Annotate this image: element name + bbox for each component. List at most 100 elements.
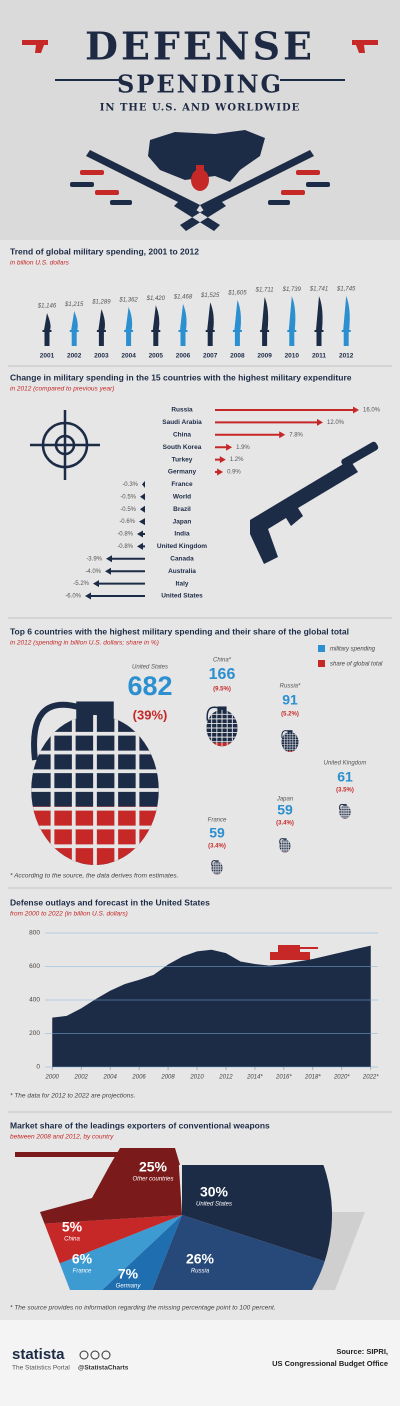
license-icons bbox=[79, 1350, 111, 1360]
grenade-segments bbox=[281, 731, 299, 753]
x-tick-label: 2010 bbox=[285, 353, 300, 360]
y-tick-label: 800 bbox=[29, 930, 40, 937]
slice-label: China bbox=[64, 1237, 80, 1243]
x-tick-label: 2016* bbox=[275, 1075, 292, 1081]
x-tick-label: 2004 bbox=[102, 1075, 117, 1081]
arrow-bar bbox=[215, 468, 224, 476]
knife bbox=[69, 311, 79, 346]
category-label: World bbox=[173, 494, 191, 501]
arrow-bar bbox=[105, 567, 145, 575]
pie-slice bbox=[40, 1215, 182, 1271]
pie-slice bbox=[72, 1215, 182, 1290]
note: * The source provides no information reg… bbox=[10, 1305, 276, 1312]
value-label: $1,745 bbox=[336, 287, 356, 293]
slice-label: United States bbox=[196, 1202, 232, 1208]
category-label: Italy bbox=[175, 580, 188, 587]
header-decoration bbox=[22, 40, 378, 231]
spending-label: 61 bbox=[337, 769, 353, 785]
value-label: $1,215 bbox=[64, 302, 84, 308]
category-label: Turkey bbox=[172, 456, 193, 463]
section-subtitle: in billion U.S. dollars bbox=[10, 260, 70, 267]
arrow-bar bbox=[106, 555, 145, 563]
legend-swatch bbox=[318, 660, 325, 667]
x-tick-label: 2008 bbox=[230, 353, 245, 360]
knife bbox=[205, 302, 215, 346]
grenade-cap bbox=[76, 701, 114, 718]
value-label: -5.2% bbox=[73, 581, 89, 587]
x-tick-label: 2012 bbox=[218, 1075, 233, 1081]
slice-label: Other countries bbox=[132, 1177, 173, 1183]
value-label: 25% bbox=[139, 1159, 168, 1175]
section-subtitle: in 2012 (spending in billion U.S. dollar… bbox=[10, 640, 159, 647]
value-label: 30% bbox=[200, 1184, 229, 1200]
knife bbox=[151, 305, 161, 346]
arrow-bar bbox=[215, 443, 233, 451]
country-label: Japan bbox=[276, 797, 294, 803]
slice-label: Germany bbox=[116, 1284, 142, 1290]
value-label: 7.8% bbox=[289, 432, 303, 438]
footer-source: US Congressional Budget Office bbox=[272, 1359, 388, 1368]
x-tick-label: 2014* bbox=[246, 1075, 263, 1081]
category-label: Russia bbox=[171, 407, 193, 414]
x-tick-label: 2006 bbox=[131, 1075, 146, 1081]
category-label: Saudi Arabia bbox=[162, 419, 202, 426]
category-label: Canada bbox=[170, 556, 194, 563]
knife bbox=[42, 313, 52, 346]
grenade-lever bbox=[31, 701, 81, 761]
spending-label: 59 bbox=[277, 802, 293, 818]
arrow-bar bbox=[139, 518, 145, 526]
value-label: -6.0% bbox=[65, 594, 81, 600]
y-tick-label: 200 bbox=[29, 1030, 40, 1037]
arrow-bar bbox=[93, 580, 145, 588]
arrow-bar bbox=[140, 505, 145, 513]
x-tick-label: 2018* bbox=[304, 1075, 321, 1081]
category-label: Japan bbox=[173, 518, 192, 525]
grenade-lever bbox=[206, 706, 219, 721]
country-label: United States bbox=[132, 665, 168, 671]
x-tick-label: 2007 bbox=[203, 353, 218, 360]
header-background bbox=[0, 0, 400, 240]
note: * The data for 2012 to 2022 are projecti… bbox=[10, 1093, 136, 1100]
category-label: Germany bbox=[168, 469, 197, 476]
section-title: Top 6 countries with the highest militar… bbox=[10, 626, 349, 636]
knife bbox=[341, 296, 351, 346]
x-tick-label: 2003 bbox=[94, 353, 109, 360]
arrow-bar bbox=[137, 530, 145, 538]
x-tick-label: 2002 bbox=[67, 353, 82, 360]
section-title: Change in military spending in the 15 co… bbox=[10, 372, 352, 382]
footer-source: Source: SIPRI, bbox=[336, 1347, 388, 1356]
x-tick-label: 2022* bbox=[362, 1075, 379, 1081]
arrow-bar bbox=[215, 406, 359, 414]
category-label: China bbox=[173, 432, 191, 439]
value-label: -0.8% bbox=[117, 532, 133, 538]
country-label: China* bbox=[213, 658, 232, 664]
value-label: 5% bbox=[62, 1219, 83, 1235]
arrow-bar bbox=[215, 456, 226, 464]
slice-label: France bbox=[73, 1269, 92, 1275]
value-label: $1,468 bbox=[173, 295, 193, 301]
x-tick-label: 2001 bbox=[40, 353, 55, 360]
grenade-lever bbox=[281, 730, 289, 739]
x-tick-label: 2020* bbox=[333, 1075, 350, 1081]
dividers bbox=[8, 365, 392, 1113]
y-tick-label: 0 bbox=[36, 1064, 40, 1071]
grenade-cap bbox=[343, 804, 347, 806]
x-tick-label: 2005 bbox=[149, 353, 164, 360]
x-tick-label: 2000 bbox=[45, 1075, 60, 1081]
spending-label: 91 bbox=[282, 692, 298, 708]
value-label: 12.0% bbox=[327, 420, 345, 426]
x-tick-label: 2011 bbox=[312, 353, 326, 360]
spending-label: 166 bbox=[209, 666, 236, 683]
value-label: 7% bbox=[118, 1266, 139, 1282]
spending-label: 682 bbox=[127, 671, 172, 701]
country-label: France bbox=[208, 818, 227, 824]
category-label: United Kingdom bbox=[157, 543, 207, 550]
x-tick-label: 2004 bbox=[121, 353, 136, 360]
value-label: 16.0% bbox=[363, 408, 381, 414]
spending-label: 59 bbox=[209, 825, 225, 841]
legend-label: share of global total bbox=[330, 662, 383, 668]
x-tick-label: 2008 bbox=[160, 1075, 175, 1081]
knife bbox=[260, 296, 270, 346]
x-tick-label: 2006 bbox=[176, 353, 191, 360]
value-label: 1.9% bbox=[236, 445, 250, 451]
